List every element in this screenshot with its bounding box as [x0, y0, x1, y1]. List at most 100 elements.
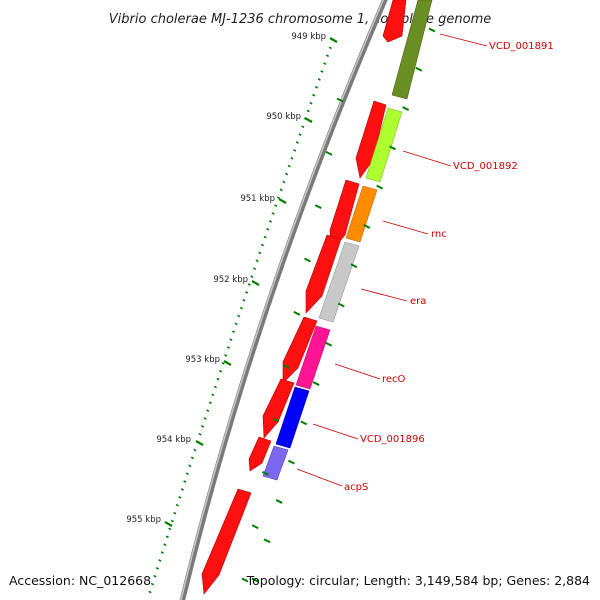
minor-tick — [282, 180, 286, 184]
outer-tick — [402, 106, 410, 111]
minor-tick — [252, 267, 257, 271]
kbp-tick — [164, 521, 173, 527]
minor-tick — [231, 330, 236, 334]
minor-tick — [255, 259, 259, 263]
minor-tick — [183, 480, 187, 483]
minor-tick — [309, 101, 313, 105]
kbp-label: 951 kbp — [240, 194, 275, 204]
minor-tick-track — [148, 38, 335, 594]
minor-tick — [190, 456, 195, 460]
kbp-label: 953 kbp — [185, 355, 220, 365]
leader-line — [439, 33, 488, 47]
minor-tick — [206, 409, 210, 413]
minor-tick — [216, 377, 220, 381]
minor-tick — [218, 369, 223, 373]
inner-tick — [272, 417, 280, 423]
minor-tick — [290, 156, 294, 160]
gene-label-group: VCD_001891 VCD_001892 rnc era recO VCD_0… — [344, 41, 554, 493]
gene-label[interactable]: era — [410, 296, 426, 307]
minor-tick — [266, 227, 270, 231]
inner-tick — [293, 310, 301, 316]
backbone-highlight — [180, 0, 385, 600]
cds-arrow — [355, 100, 387, 179]
gene-label[interactable]: VCD_001891 — [489, 41, 554, 52]
minor-tick — [258, 251, 262, 255]
minor-tick — [274, 204, 278, 207]
minor-tick — [234, 322, 238, 326]
minor-tick — [160, 551, 164, 554]
gene-block-rnc — [345, 185, 378, 243]
kbp-tick — [195, 440, 204, 446]
inner-tick — [241, 577, 249, 583]
minor-tick — [298, 133, 302, 137]
gene-label[interactable]: rnc — [431, 229, 447, 240]
leader-line — [360, 288, 408, 302]
minor-tick — [242, 298, 246, 302]
minor-tick — [213, 385, 218, 389]
minor-tick — [153, 574, 157, 578]
gene-label[interactable]: VCD_001896 — [360, 434, 425, 445]
outer-tick — [312, 381, 320, 386]
gene-label[interactable]: VCD_001892 — [453, 161, 518, 172]
kbp-label: 954 kbp — [156, 435, 191, 445]
accession-text: Accession: NC_012668 — [9, 573, 151, 588]
minor-tick — [323, 62, 327, 66]
gene-track — [262, 0, 433, 481]
leader-line — [312, 423, 359, 440]
minor-tick — [237, 314, 241, 318]
cds-arrow — [262, 378, 295, 439]
leader-line — [334, 363, 381, 380]
minor-tick — [185, 472, 189, 476]
map-title: Vibrio cholerae MJ-1236 chromosome 1, co… — [109, 12, 491, 27]
minor-tick — [180, 488, 184, 491]
inner-tick — [251, 524, 259, 530]
minor-tick — [317, 78, 321, 81]
outer-tick — [415, 66, 423, 72]
kbp-label: 950 kbp — [266, 112, 301, 122]
gene-label[interactable]: acpS — [344, 482, 368, 493]
minor-tick — [203, 417, 207, 420]
gene-block-vcd-001892 — [365, 107, 403, 183]
minor-tick — [170, 519, 174, 523]
outer-dash-track — [241, 27, 436, 583]
inner-tick — [304, 257, 311, 263]
outer-tick — [275, 499, 283, 504]
outer-tick — [428, 27, 436, 33]
gene-block-vcd-001896 — [275, 386, 310, 449]
inner-tick — [336, 97, 344, 103]
kbp-tick — [329, 37, 338, 43]
cds-arrow — [201, 488, 252, 595]
gene-block-acps — [262, 445, 289, 481]
minor-tick — [188, 464, 192, 468]
chromosome-backbone — [179, 0, 388, 600]
minor-tick — [314, 85, 319, 89]
leader-line — [382, 220, 429, 235]
outer-tick — [389, 145, 397, 151]
major-tick-track: 949 kbp 950 kbp 951 kbp 952 kbp 953 kbp … — [126, 32, 338, 527]
gene-block-vcd-001891 — [391, 0, 433, 100]
gene-label[interactable]: recO — [382, 374, 406, 385]
minor-tick — [328, 46, 332, 50]
minor-tick — [250, 275, 254, 278]
kbp-label: 952 kbp — [213, 275, 248, 285]
inner-tick — [262, 470, 269, 476]
minor-tick — [163, 543, 167, 547]
kbp-tick — [278, 198, 287, 204]
minor-tick — [245, 290, 249, 294]
outer-tick — [325, 341, 333, 347]
minor-tick — [239, 306, 243, 310]
minor-tick — [165, 535, 169, 539]
minor-tick — [150, 582, 155, 586]
minor-tick — [198, 432, 202, 436]
minor-tick — [221, 361, 225, 365]
leader-line — [296, 468, 343, 487]
kbp-label: 955 kbp — [126, 515, 161, 525]
minor-tick — [178, 495, 182, 499]
minor-tick — [276, 196, 281, 200]
kbp-tick — [304, 117, 313, 123]
cds-arrow — [248, 436, 272, 472]
minor-tick — [268, 219, 273, 223]
outer-tick — [350, 263, 358, 269]
cds-arrow — [382, 0, 407, 43]
